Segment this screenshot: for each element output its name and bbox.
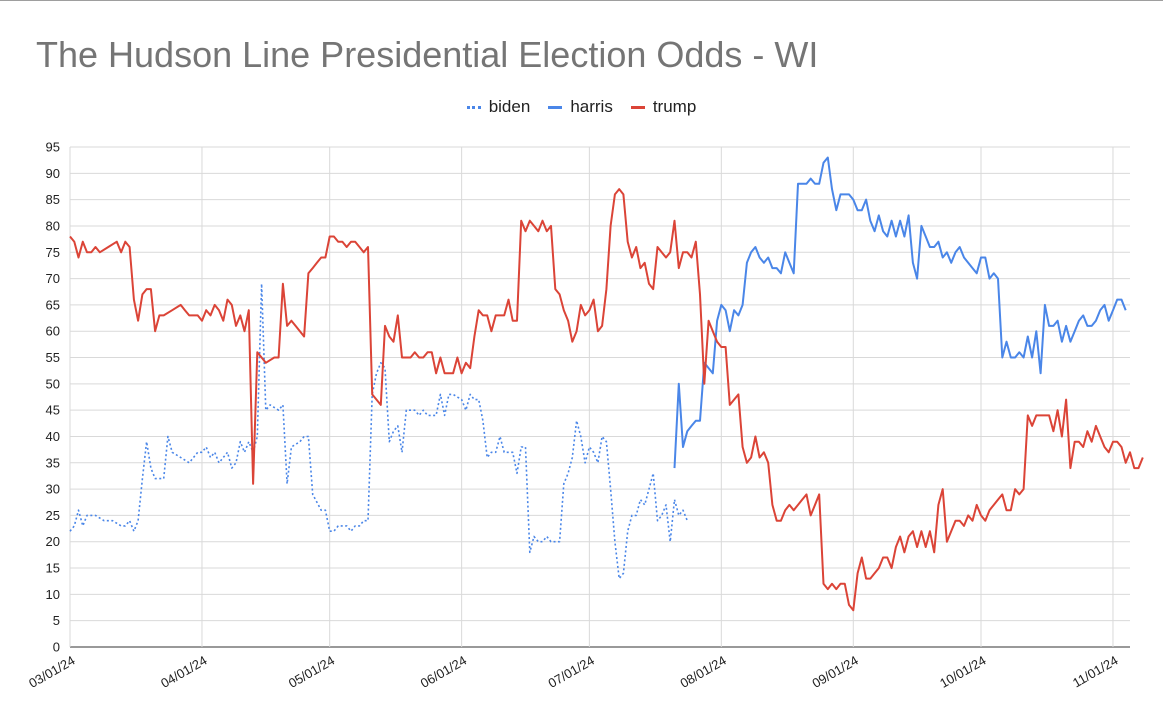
y-tick-label: 75 — [46, 245, 60, 260]
y-tick-label: 10 — [46, 587, 60, 602]
gridlines — [69, 146, 1130, 648]
legend-swatch-harris — [548, 105, 563, 109]
legend-swatch-trump — [630, 105, 645, 109]
y-tick-label: 5 — [53, 613, 60, 628]
y-tick-label: 55 — [46, 350, 60, 365]
x-tick-label: 11/01/24 — [1070, 653, 1120, 691]
y-tick-label: 80 — [46, 218, 60, 233]
x-tick-label: 03/01/24 — [26, 653, 77, 691]
y-tick-label: 15 — [46, 561, 60, 576]
series-lines — [69, 156, 1144, 612]
legend-label-biden: biden — [488, 97, 531, 116]
y-tick-label: 30 — [46, 482, 60, 497]
series-line-biden — [69, 283, 689, 580]
y-tick-label: 50 — [46, 376, 60, 391]
y-tick-label: 95 — [46, 140, 60, 155]
x-tick-label: 08/01/24 — [677, 653, 728, 691]
y-tick-label: 25 — [46, 508, 60, 523]
x-tick-label: 10/01/24 — [937, 653, 988, 691]
chart-title: The Hudson Line Presidential Election Od… — [36, 34, 819, 75]
top-border — [0, 0, 1163, 1]
legend: biden harris trump — [0, 97, 1163, 117]
x-tick-label: 07/01/24 — [546, 653, 597, 691]
y-tick-label: 90 — [46, 166, 60, 181]
y-tick-label: 60 — [46, 324, 60, 339]
legend-item-trump: trump — [630, 97, 697, 117]
legend-label-trump: trump — [652, 97, 697, 116]
x-tick-label: 05/01/24 — [286, 653, 337, 691]
y-axis-ticks: 0 5 10 15 20 25 30 35 40 45 50 55 60 65 70 75 80 85 90 95 — [46, 140, 60, 655]
legend-label-harris: harris — [570, 97, 613, 116]
legend-item-harris: harris — [548, 97, 613, 117]
series-line-harris — [673, 156, 1127, 469]
y-tick-label: 45 — [46, 403, 60, 418]
series-line-trump — [69, 188, 1144, 612]
y-tick-label: 20 — [46, 534, 60, 549]
y-tick-label: 65 — [46, 297, 60, 312]
y-tick-label: 35 — [46, 455, 60, 470]
y-tick-label: 85 — [46, 192, 60, 207]
y-tick-label: 70 — [46, 271, 60, 286]
x-tick-label: 09/01/24 — [809, 653, 860, 691]
x-tick-label: 06/01/24 — [418, 653, 469, 691]
y-tick-label: 40 — [46, 429, 60, 444]
legend-swatch-biden — [466, 105, 481, 109]
y-tick-label: 0 — [53, 640, 60, 655]
x-tick-label: 04/01/24 — [158, 653, 209, 691]
x-axis-ticks: 03/01/24 04/01/24 05/01/24 06/01/24 07/01/24… — [26, 653, 1120, 691]
legend-item-biden: biden — [466, 97, 531, 117]
